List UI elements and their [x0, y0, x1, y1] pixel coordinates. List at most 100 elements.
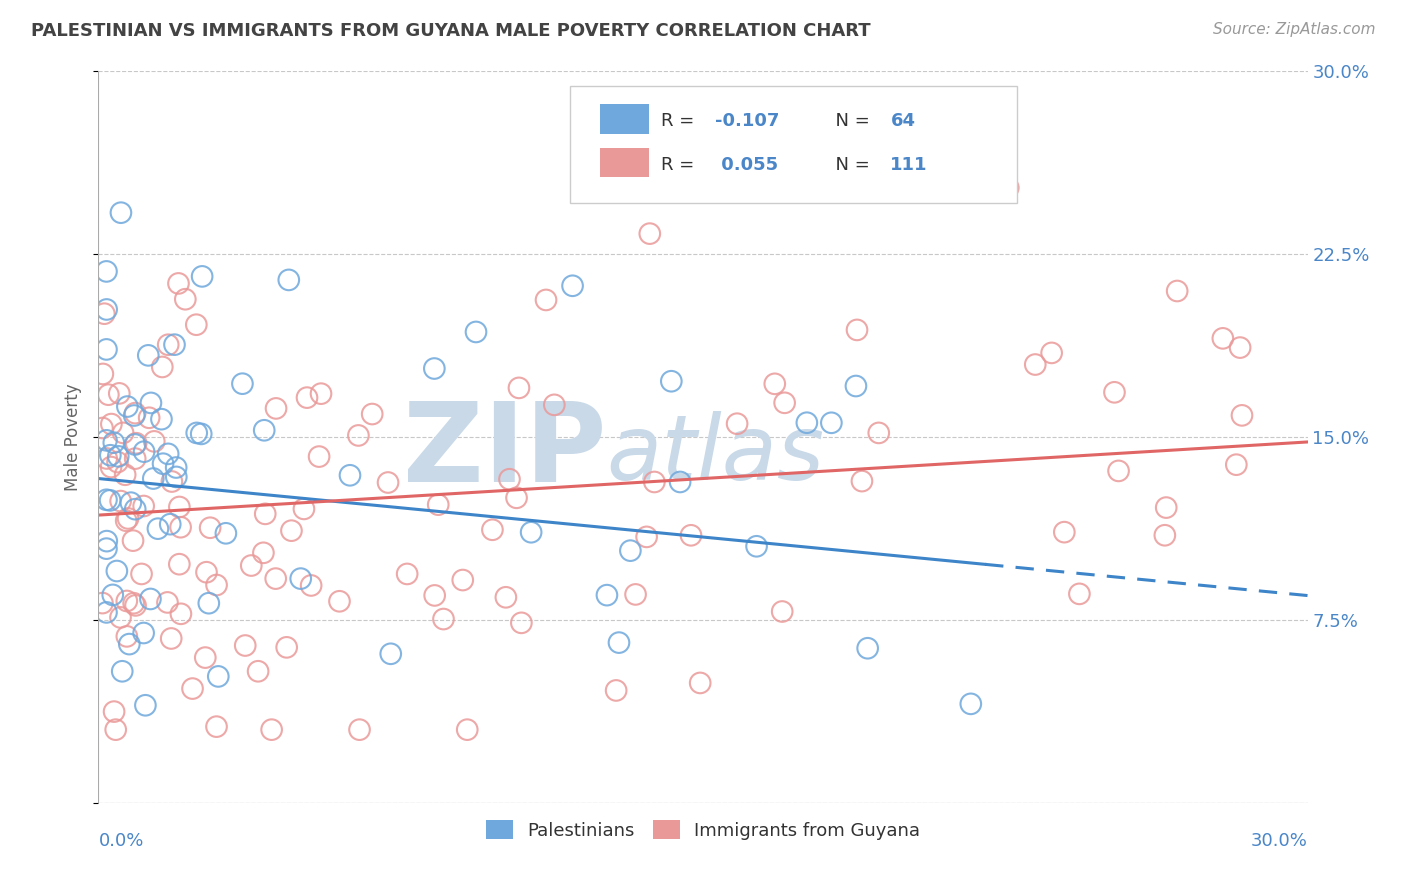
Text: 0.0%: 0.0% — [98, 832, 143, 850]
Text: 111: 111 — [890, 156, 928, 174]
Point — [264, 401, 287, 416]
Point — [290, 572, 312, 586]
Point — [607, 635, 630, 649]
Point — [659, 374, 682, 388]
Y-axis label: Male Poverty: Male Poverty — [65, 384, 83, 491]
Point — [1069, 587, 1091, 601]
Point — [868, 425, 890, 440]
Point — [122, 596, 145, 610]
Text: 0.055: 0.055 — [716, 156, 778, 174]
Point — [309, 386, 332, 401]
Point — [380, 647, 402, 661]
Point — [1229, 341, 1251, 355]
Point — [195, 565, 218, 579]
Point — [131, 566, 153, 581]
Point — [254, 507, 277, 521]
Point — [423, 361, 446, 376]
Point — [117, 511, 139, 525]
Point — [295, 391, 318, 405]
Point — [361, 407, 384, 421]
Point — [636, 530, 658, 544]
Point — [1212, 331, 1234, 345]
Point — [157, 447, 180, 461]
Point — [160, 475, 183, 489]
Point — [198, 596, 221, 610]
Point — [96, 302, 118, 317]
Point — [1225, 458, 1247, 472]
Point — [125, 436, 148, 450]
Point — [143, 434, 166, 449]
Point — [107, 450, 129, 464]
Point — [167, 277, 190, 291]
Point — [98, 493, 121, 508]
Text: PALESTINIAN VS IMMIGRANTS FROM GUYANA MALE POVERTY CORRELATION CHART: PALESTINIAN VS IMMIGRANTS FROM GUYANA MA… — [31, 22, 870, 40]
Point — [169, 558, 191, 572]
Point — [520, 525, 543, 540]
Point — [146, 522, 169, 536]
Point — [231, 376, 253, 391]
Point — [107, 455, 129, 469]
Point — [820, 416, 842, 430]
Text: R =: R = — [661, 156, 700, 174]
Point — [725, 417, 748, 431]
Point — [100, 417, 122, 431]
Point — [181, 681, 204, 696]
Point — [150, 412, 173, 426]
Point — [1040, 346, 1063, 360]
Point — [619, 543, 641, 558]
Point — [347, 428, 370, 442]
Point — [396, 566, 419, 581]
Point — [427, 498, 450, 512]
Point — [277, 273, 299, 287]
Point — [253, 423, 276, 437]
Point — [845, 379, 868, 393]
Point — [198, 521, 221, 535]
Point — [186, 318, 208, 332]
Point — [505, 491, 527, 505]
Point — [1108, 464, 1130, 478]
Point — [124, 599, 146, 613]
Point — [150, 359, 173, 374]
Point — [91, 596, 114, 610]
Point — [159, 517, 181, 532]
Point — [432, 612, 454, 626]
Point — [108, 386, 131, 401]
Point — [451, 573, 474, 587]
Point — [139, 396, 162, 410]
Point — [543, 398, 565, 412]
Point — [215, 526, 238, 541]
Point — [669, 475, 692, 489]
Point — [165, 470, 187, 484]
Point — [1154, 500, 1177, 515]
Point — [103, 435, 125, 450]
Point — [110, 205, 132, 219]
Point — [132, 626, 155, 640]
Point — [745, 539, 768, 553]
Point — [96, 451, 118, 466]
Point — [689, 676, 711, 690]
Point — [953, 91, 976, 105]
Point — [111, 665, 134, 679]
Point — [105, 564, 128, 578]
Text: Source: ZipAtlas.com: Source: ZipAtlas.com — [1212, 22, 1375, 37]
Point — [165, 460, 187, 475]
Point — [157, 337, 180, 351]
Point — [339, 468, 361, 483]
Point — [115, 514, 138, 528]
Point — [98, 448, 121, 462]
Point — [770, 605, 793, 619]
Point — [959, 697, 981, 711]
Text: ZIP: ZIP — [404, 398, 606, 505]
Point — [997, 180, 1019, 194]
Point — [280, 524, 302, 538]
Point — [508, 381, 530, 395]
FancyBboxPatch shape — [569, 86, 1018, 203]
Point — [186, 425, 208, 440]
Point — [846, 323, 869, 337]
Point — [252, 546, 274, 560]
Point — [96, 541, 118, 556]
Point — [100, 460, 122, 475]
Text: -0.107: -0.107 — [716, 112, 779, 130]
Point — [97, 387, 120, 401]
Point — [481, 523, 503, 537]
